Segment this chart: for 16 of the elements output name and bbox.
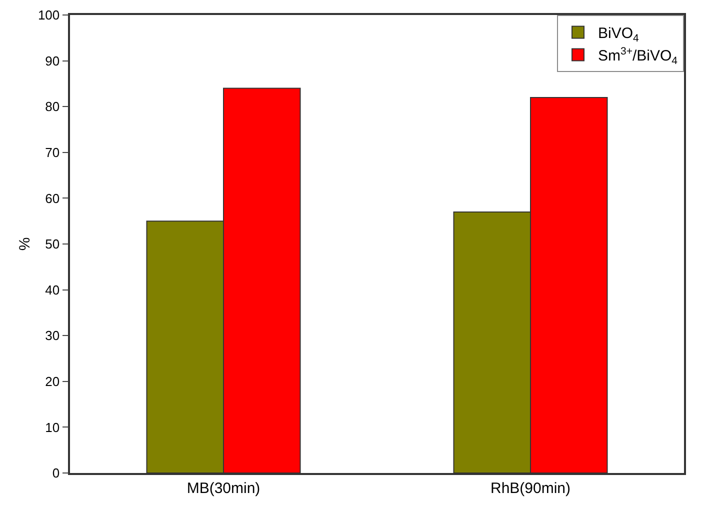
- y-tick-label: 60: [45, 190, 60, 206]
- y-axis-title: %: [16, 237, 34, 251]
- x-tick-label: MB(30min): [186, 480, 260, 497]
- y-tick-label: 90: [45, 53, 60, 68]
- y-tick-label: 10: [45, 420, 60, 435]
- y-tick-label: 50: [45, 236, 60, 252]
- y-tick-label: 70: [45, 144, 60, 160]
- legend-label: Sm$^{3+}$/BiVO$_{4}$: [598, 45, 678, 67]
- y-tick-label: 20: [45, 374, 60, 389]
- y-tick-label: 100: [38, 8, 60, 23]
- legend-label: BiVO$_{4}$: [598, 25, 640, 44]
- y-tick-label: 0: [52, 466, 60, 481]
- y-tick-label: 40: [45, 282, 60, 298]
- x-tick-label: RhB(90min): [490, 480, 571, 497]
- y-tick-label: 80: [45, 99, 60, 114]
- y-tick-label: 30: [45, 328, 60, 344]
